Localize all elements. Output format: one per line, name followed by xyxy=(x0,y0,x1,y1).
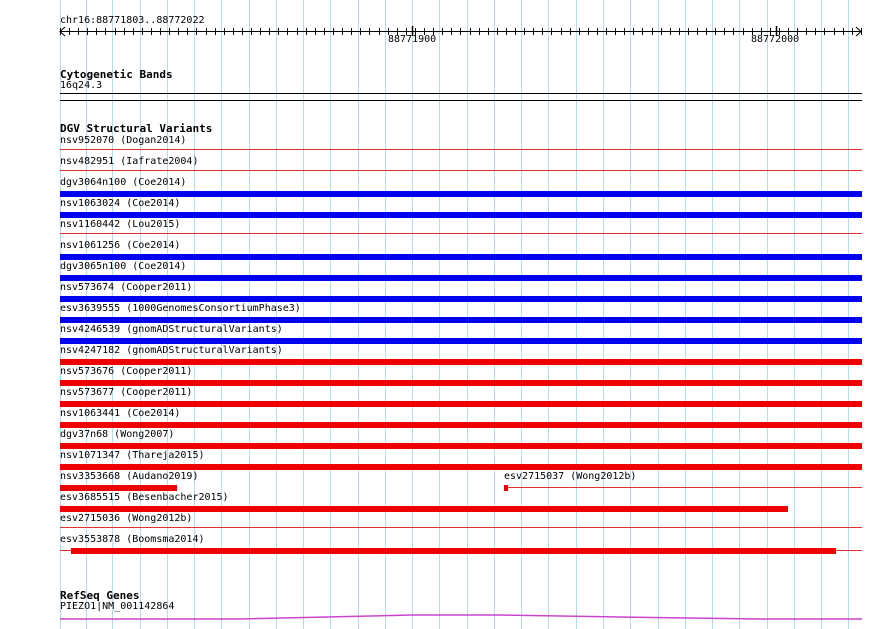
dgv-variant-bar-esv3685515[interactable] xyxy=(60,506,788,512)
cytoband-track-title: Cytogenetic Bands xyxy=(60,68,173,81)
dgv-variant-bar-esv2715037[interactable] xyxy=(504,485,508,491)
dgv-variant-label-nsv952070[interactable]: nsv952070 (Dogan2014) xyxy=(60,135,187,146)
dgv-variant-label-nsv1061256[interactable]: nsv1061256 (Coe2014) xyxy=(60,240,181,251)
dgv-variant-label-dgv3064n100[interactable]: dgv3064n100 (Coe2014) xyxy=(60,177,187,188)
dgv-variant-label-dgv3065n100[interactable]: dgv3065n100 (Coe2014) xyxy=(60,261,187,272)
dgv-variant-bar-dgv3065n100[interactable] xyxy=(60,275,862,281)
dgv-variant-bar-nsv573674[interactable] xyxy=(60,296,862,302)
dgv-variant-label-nsv3353668[interactable]: nsv3353668 (Audano2019) xyxy=(60,471,199,482)
cytoband-label[interactable]: 16q24.3 xyxy=(60,80,103,91)
dgv-variant-label-nsv4247182[interactable]: nsv4247182 (gnomADStructuralVariants) xyxy=(60,345,283,356)
dgv-track-title: DGV Structural Variants xyxy=(60,122,213,135)
dgv-variant-label-nsv4246539[interactable]: nsv4246539 (gnomADStructuralVariants) xyxy=(60,324,283,335)
dgv-variant-label-nsv1063441[interactable]: nsv1063441 (Coe2014) xyxy=(60,408,181,419)
dgv-variant-bar-nsv1071347[interactable] xyxy=(60,464,862,470)
dgv-variant-bar-nsv573677[interactable] xyxy=(60,401,862,407)
coordinate-ruler[interactable] xyxy=(0,26,890,66)
dgv-variant-label-nsv1063024[interactable]: nsv1063024 (Coe2014) xyxy=(60,198,181,209)
dgv-variant-bar-nsv1063024[interactable] xyxy=(60,212,862,218)
dgv-variant-bar-esv3553878[interactable] xyxy=(71,548,836,554)
dgv-variant-label-esv2715036[interactable]: esv2715036 (Wong2012b) xyxy=(60,513,193,524)
dgv-variant-label-nsv1071347[interactable]: nsv1071347 (Thareja2015) xyxy=(60,450,205,461)
dgv-variant-bar-esv3639555[interactable] xyxy=(60,317,862,323)
dgv-variant-label-nsv573677[interactable]: nsv573677 (Cooper2011) xyxy=(60,387,193,398)
dgv-variant-bar-dgv37n68[interactable] xyxy=(60,443,862,449)
dgv-variant-bar-nsv3353668[interactable] xyxy=(60,485,177,491)
dgv-variant-bar-nsv1061256[interactable] xyxy=(60,254,862,260)
refseq-track-title: RefSeq Genes xyxy=(60,589,140,602)
dgv-variant-label-dgv37n68[interactable]: dgv37n68 (Wong2007) xyxy=(60,429,175,440)
ruler-tick-label-2: 88772000 xyxy=(751,34,800,45)
dgv-variant-bar-nsv4247182[interactable] xyxy=(60,359,862,365)
dgv-variant-label-nsv573674[interactable]: nsv573674 (Cooper2011) xyxy=(60,282,193,293)
dgv-variant-label-esv2715037[interactable]: esv2715037 (Wong2012b) xyxy=(504,471,637,482)
dgv-variant-bar-nsv1063441[interactable] xyxy=(60,422,862,428)
ruler-tick-label-1: 88771900 xyxy=(388,34,437,45)
dgv-variant-label-esv3553878[interactable]: esv3553878 (Boomsma2014) xyxy=(60,534,205,545)
refseq-transcript-label[interactable]: PIEZO1|NM_001142864 xyxy=(60,601,175,612)
refseq-gene-glyph[interactable] xyxy=(0,609,890,629)
dgv-variant-bar-nsv573676[interactable] xyxy=(60,380,862,386)
dgv-variant-label-nsv573676[interactable]: nsv573676 (Cooper2011) xyxy=(60,366,193,377)
dgv-variant-label-esv3685515[interactable]: esv3685515 (Besenbacher2015) xyxy=(60,492,229,503)
dgv-variant-label-nsv482951[interactable]: nsv482951 (Iafrate2004) xyxy=(60,156,199,167)
locus-label: chr16:88771803..88772022 xyxy=(60,15,205,26)
dgv-variant-bar-nsv4246539[interactable] xyxy=(60,338,862,344)
dgv-variant-label-esv3639555[interactable]: esv3639555 (1000GenomesConsortiumPhase3) xyxy=(60,303,301,314)
dgv-variant-bar-dgv3064n100[interactable] xyxy=(60,191,862,197)
refseq-intron-line xyxy=(60,614,862,620)
dgv-variant-label-nsv1160442[interactable]: nsv1160442 (Lou2015) xyxy=(60,219,181,230)
